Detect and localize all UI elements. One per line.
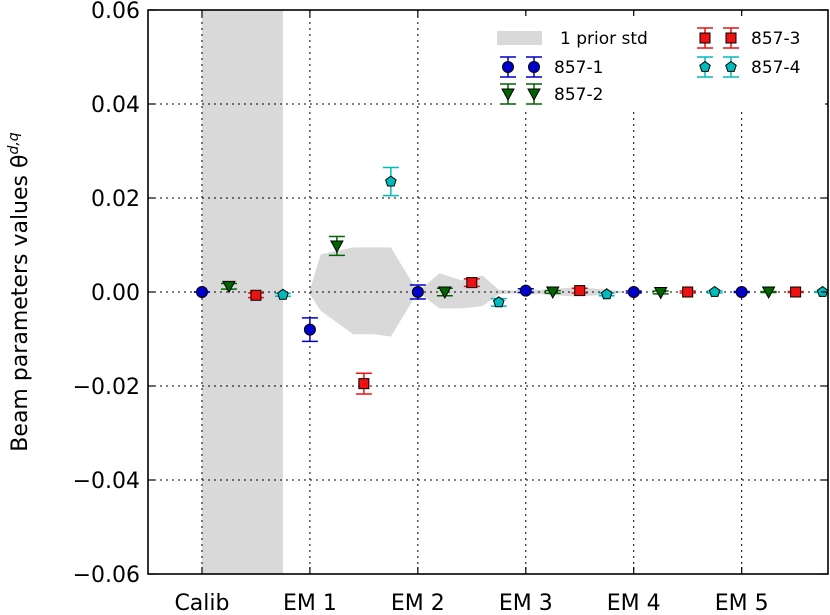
data-point bbox=[277, 288, 289, 300]
legend-entry-857-3: 857-3 bbox=[697, 27, 800, 49]
data-point bbox=[761, 286, 776, 300]
data-point bbox=[385, 175, 397, 187]
data-point bbox=[358, 378, 370, 390]
legend-marker bbox=[725, 32, 737, 44]
data-point bbox=[790, 286, 802, 298]
legend-marker bbox=[725, 60, 737, 72]
legend-entry-857-2: 857-2 bbox=[500, 83, 603, 105]
y-tick-label: 0.00 bbox=[91, 281, 140, 306]
x-tick-label: EM 1 bbox=[283, 591, 337, 615]
series-857-1 bbox=[193, 284, 750, 343]
data-point bbox=[466, 277, 478, 289]
y-tick-label: −0.02 bbox=[73, 375, 140, 400]
legend-marker bbox=[699, 32, 711, 44]
legend-marker bbox=[527, 88, 541, 102]
legend: 1 prior std 857-1 857-2 857-3 857-4 bbox=[492, 16, 825, 110]
x-tick-label: Calib bbox=[174, 591, 229, 615]
legend-marker bbox=[502, 61, 514, 73]
y-tick-label: −0.04 bbox=[73, 469, 140, 494]
data-point bbox=[222, 280, 236, 294]
data-point bbox=[653, 286, 668, 300]
legend-label: 857-1 bbox=[554, 58, 603, 78]
y-tick-label: −0.06 bbox=[73, 563, 140, 588]
legend-entry-prior: 1 prior std bbox=[497, 29, 648, 49]
axis-layer: −0.06 −0.04 −0.02 0.00 0.02 0.04 0.06 Calib EM 1… bbox=[73, 0, 828, 615]
data-point bbox=[708, 285, 721, 297]
y-tick-label: 0.02 bbox=[91, 187, 140, 212]
data-point bbox=[303, 323, 316, 336]
legend-label: 1 prior std bbox=[560, 29, 648, 49]
legend-entry-857-1: 857-1 bbox=[500, 56, 603, 78]
x-tick-label: EM 5 bbox=[715, 591, 769, 615]
y-tick-label: 0.04 bbox=[91, 93, 140, 118]
data-point bbox=[600, 288, 613, 300]
data-point bbox=[411, 286, 424, 298]
legend-prior-swatch bbox=[497, 31, 542, 45]
legend-label: 857-4 bbox=[751, 58, 800, 78]
data-point bbox=[437, 286, 452, 300]
legend-background bbox=[492, 16, 825, 110]
x-tick-label: EM 2 bbox=[391, 591, 445, 615]
data-point bbox=[735, 286, 748, 298]
data-point bbox=[545, 286, 560, 300]
x-tick-label: EM 3 bbox=[499, 591, 553, 615]
y-tick-label: 0.06 bbox=[91, 0, 140, 24]
data-point bbox=[682, 286, 694, 298]
series-857-2 bbox=[220, 235, 777, 300]
data-point bbox=[330, 240, 344, 253]
data-point bbox=[627, 286, 640, 298]
x-tick-label: EM 4 bbox=[607, 591, 661, 615]
legend-label: 857-3 bbox=[751, 29, 800, 49]
legend-label: 857-2 bbox=[554, 85, 603, 105]
series-857-4 bbox=[274, 166, 828, 308]
data-point bbox=[519, 284, 532, 297]
data-point bbox=[195, 286, 208, 298]
legend-marker bbox=[528, 61, 540, 73]
data-point bbox=[493, 296, 505, 308]
series-857-3 bbox=[247, 277, 804, 395]
data-point bbox=[250, 289, 262, 301]
legend-marker bbox=[501, 88, 515, 102]
legend-entry-857-4: 857-4 bbox=[697, 56, 800, 78]
y-axis-label: Beam parameters values θd,q bbox=[6, 132, 33, 451]
data-point bbox=[574, 285, 586, 297]
series-layer bbox=[193, 166, 828, 395]
legend-marker bbox=[699, 60, 711, 72]
